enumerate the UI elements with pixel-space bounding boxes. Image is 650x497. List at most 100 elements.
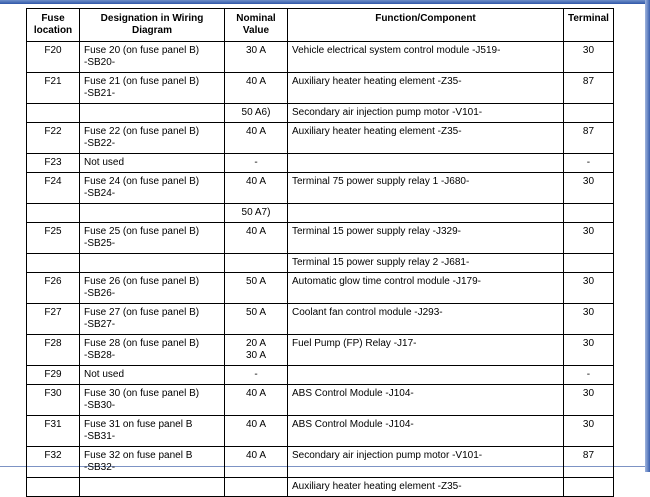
table-cell — [563, 477, 614, 497]
table-row: 50 A7) — [26, 203, 614, 223]
table-row: F31 Fuse 31 on fuse panel B -SB31- 40 A ABS… — [26, 415, 614, 447]
table-cell: F24 — [26, 172, 80, 204]
table-cell — [26, 253, 80, 273]
table-cell: Automatic glow time control module -J179… — [287, 272, 564, 304]
table-cell — [563, 203, 614, 223]
table-cell: Coolant fan control module -J293- — [287, 303, 564, 335]
table-cell — [287, 203, 564, 223]
header-row: Fuse location Designation in Wiring Diagr… — [26, 8, 614, 42]
table-cell: Secondary air injection pump motor -V101… — [287, 103, 564, 123]
table-cell: Fuse 20 (on fuse panel B) -SB20- — [79, 41, 225, 73]
table-cell — [287, 365, 564, 385]
table-cell — [26, 203, 80, 223]
table-cell — [224, 477, 288, 497]
table-cell: 30 — [563, 334, 614, 366]
table-cell — [26, 477, 80, 497]
table-cell: Fuse 31 on fuse panel B -SB31- — [79, 415, 225, 447]
table-cell: 40 A — [224, 384, 288, 416]
table-cell: 30 — [563, 222, 614, 254]
table-cell: F28 — [26, 334, 80, 366]
table-cell: Not used — [79, 365, 225, 385]
table-cell — [79, 203, 225, 223]
table-cell: - — [563, 365, 614, 385]
table-cell: - — [224, 153, 288, 173]
header-cell: Nominal Value — [224, 8, 288, 42]
table-cell — [224, 253, 288, 273]
table-cell: Terminal 15 power supply relay -J329- — [287, 222, 564, 254]
table-cell: ABS Control Module -J104- — [287, 384, 564, 416]
table-cell: F25 — [26, 222, 80, 254]
table-cell: F32 — [26, 446, 80, 478]
table-cell: 40 A — [224, 222, 288, 254]
table-cell: Fuse 22 (on fuse panel B) -SB22- — [79, 122, 225, 154]
table-row: F32 Fuse 32 on fuse panel B -SB32- 40 A Sec… — [26, 446, 614, 478]
header-cell: Designation in Wiring Diagram — [79, 8, 225, 42]
table-cell: Fuse 30 (on fuse panel B) -SB30- — [79, 384, 225, 416]
table-cell: - — [563, 153, 614, 173]
table-cell: 50 A6) — [224, 103, 288, 123]
table-cell: Auxiliary heater heating element -Z35- — [287, 72, 564, 104]
side-bar — [645, 0, 650, 472]
table-cell: 87 — [563, 446, 614, 478]
table-cell — [79, 253, 225, 273]
table-cell: 30 — [563, 384, 614, 416]
table-cell: 50 A — [224, 272, 288, 304]
header-cell: Function/Component — [287, 8, 564, 42]
table-cell: Fuse 32 on fuse panel B -SB32- — [79, 446, 225, 478]
fuse-table: Fuse location Designation in Wiring Diagr… — [26, 8, 614, 497]
table-cell: F30 — [26, 384, 80, 416]
table-row: 50 A6) Secondary air injection pump motor… — [26, 103, 614, 123]
table-cell: F21 — [26, 72, 80, 104]
table-cell: 40 A — [224, 172, 288, 204]
table-cell: Fuse 24 (on fuse panel B) -SB24- — [79, 172, 225, 204]
table-cell: Fuel Pump (FP) Relay -J17- — [287, 334, 564, 366]
table-cell: F26 — [26, 272, 80, 304]
table-row: Terminal 15 power supply relay 2 -J681- — [26, 253, 614, 273]
table-row: F29 Not used - - — [26, 365, 614, 385]
table-cell: 30 A — [224, 41, 288, 73]
table-cell — [26, 103, 80, 123]
table-cell: 30 — [563, 303, 614, 335]
top-bar — [0, 0, 650, 4]
table-cell: Terminal 75 power supply relay 1 -J680- — [287, 172, 564, 204]
table-row: Auxiliary heater heating element -Z35- — [26, 477, 614, 497]
table-cell: 30 — [563, 172, 614, 204]
table-cell: 30 — [563, 415, 614, 447]
table-cell: Auxiliary heater heating element -Z35- — [287, 477, 564, 497]
table-cell: Fuse 21 (on fuse panel B) -SB21- — [79, 72, 225, 104]
table-cell — [287, 153, 564, 173]
table-cell: 87 — [563, 72, 614, 104]
table-cell: F23 — [26, 153, 80, 173]
table-cell: 50 A — [224, 303, 288, 335]
table-cell: 87 — [563, 122, 614, 154]
table-cell: 20 A 30 A — [224, 334, 288, 366]
table-cell — [563, 103, 614, 123]
table-cell — [563, 253, 614, 273]
header-cell: Fuse location — [26, 8, 80, 42]
table-cell: 40 A — [224, 446, 288, 478]
table-cell: F20 — [26, 41, 80, 73]
table-cell: 40 A — [224, 72, 288, 104]
table-cell: ABS Control Module -J104- — [287, 415, 564, 447]
table-cell: F31 — [26, 415, 80, 447]
table-row: F28 Fuse 28 (on fuse panel B) -SB28- 20 A … — [26, 334, 614, 366]
table-cell: F29 — [26, 365, 80, 385]
header-cell: Terminal — [563, 8, 614, 42]
table-cell: Not used — [79, 153, 225, 173]
table-cell: 50 A7) — [224, 203, 288, 223]
table-cell: - — [224, 365, 288, 385]
table-cell: 30 — [563, 41, 614, 73]
table-cell — [79, 103, 225, 123]
table-cell: Fuse 28 (on fuse panel B) -SB28- — [79, 334, 225, 366]
table-cell: 40 A — [224, 415, 288, 447]
table-cell: Fuse 25 (on fuse panel B) -SB25- — [79, 222, 225, 254]
table-cell: Auxiliary heater heating element -Z35- — [287, 122, 564, 154]
